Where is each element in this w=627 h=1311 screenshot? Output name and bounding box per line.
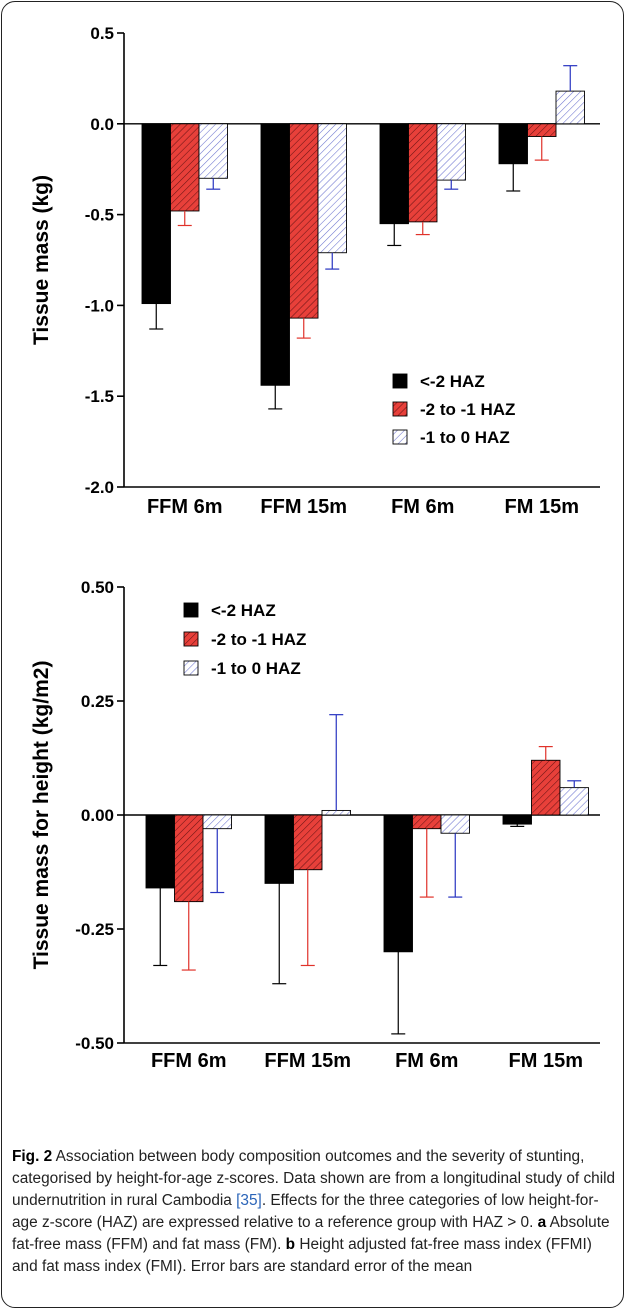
caption-citation-link[interactable]: [35] — [236, 1191, 262, 1209]
bar — [260, 123, 290, 386]
legend-swatch — [392, 401, 408, 417]
y-tick-label: 0.5 — [90, 24, 114, 43]
caption-part-a-label: a — [537, 1213, 547, 1231]
bar — [170, 123, 200, 212]
x-category-label: FFM 6m — [147, 496, 223, 518]
y-tick-label: 0.25 — [81, 692, 114, 711]
bar — [498, 123, 528, 165]
bar — [145, 814, 175, 889]
bar — [174, 814, 204, 903]
y-tick-label: 0.50 — [81, 578, 114, 597]
bar — [293, 814, 323, 871]
legend-swatch — [392, 373, 408, 389]
caption-part-b-text: Height adjusted fat-free mass index (FFM… — [12, 1235, 592, 1275]
y-tick-label: -2.0 — [85, 478, 114, 497]
y-tick-label: -1.0 — [85, 296, 114, 315]
bar — [412, 814, 442, 830]
x-category-label: FM 6m — [395, 1050, 458, 1072]
chart-panel-a: Tissue mass (kg) 0.5 0.0 -0.5 -1.0 -1.5 -2.0 FF… — [30, 24, 600, 518]
x-category-label: FM 15m — [505, 496, 579, 518]
bar — [289, 123, 319, 319]
legend-swatch — [183, 602, 199, 618]
caption-part-b-label: b — [285, 1235, 296, 1253]
bar — [436, 123, 466, 181]
bar — [555, 90, 585, 125]
bar — [531, 759, 561, 816]
bar — [408, 123, 438, 223]
legend-label: -1 to 0 HAZ — [420, 428, 510, 447]
x-category-label: FM 15m — [509, 1050, 583, 1072]
caption-text-1: Association between body composition out… — [12, 1148, 616, 1209]
legend-swatch — [392, 429, 408, 445]
y-axis-label: Tissue mass for height (kg/m2) — [30, 661, 53, 970]
y-tick-label: -1.5 — [85, 387, 114, 406]
bar — [527, 123, 557, 137]
bar — [198, 123, 228, 179]
bar — [264, 814, 294, 884]
bar — [440, 814, 470, 834]
chart-panel-b: Tissue mass for height (kg/m2) 0.50 0.25 0.… — [30, 578, 600, 1072]
y-tick-label: -0.25 — [75, 920, 114, 939]
bar — [379, 123, 409, 225]
bar — [202, 814, 232, 830]
legend-swatch — [183, 631, 199, 647]
legend-label: <-2 HAZ — [420, 372, 485, 391]
figure-caption: Fig. 2 Association between body composit… — [12, 1146, 616, 1277]
legend-label: <-2 HAZ — [211, 601, 276, 620]
y-tick-label: -0.50 — [75, 1034, 114, 1053]
legend-swatch — [183, 660, 199, 676]
legend-label: -2 to -1 HAZ — [211, 630, 306, 649]
caption-fig-label: Fig. 2 — [12, 1148, 53, 1165]
y-tick-label: 0.00 — [81, 806, 114, 825]
x-category-label: FFM 15m — [264, 1050, 351, 1072]
bar — [559, 787, 589, 816]
y-tick-label: -0.5 — [85, 206, 114, 225]
bar — [317, 123, 347, 254]
x-category-label: FFM 6m — [151, 1050, 227, 1072]
caption-part-a-text: Absolute fat-free mass (FFM) and fat mas… — [12, 1213, 610, 1253]
x-category-label: FM 6m — [391, 496, 454, 518]
legend-label: -1 to 0 HAZ — [211, 659, 301, 678]
caption-text-2: . Effects for the three categories of lo… — [12, 1191, 599, 1231]
bar — [321, 809, 351, 816]
y-axis-label: Tissue mass (kg) — [30, 175, 53, 345]
bar — [141, 123, 171, 305]
legend-label: -2 to -1 HAZ — [420, 400, 515, 419]
x-category-label: FFM 15m — [260, 496, 347, 518]
bar — [383, 814, 413, 953]
y-tick-label: 0.0 — [90, 115, 114, 134]
bar — [502, 814, 532, 825]
